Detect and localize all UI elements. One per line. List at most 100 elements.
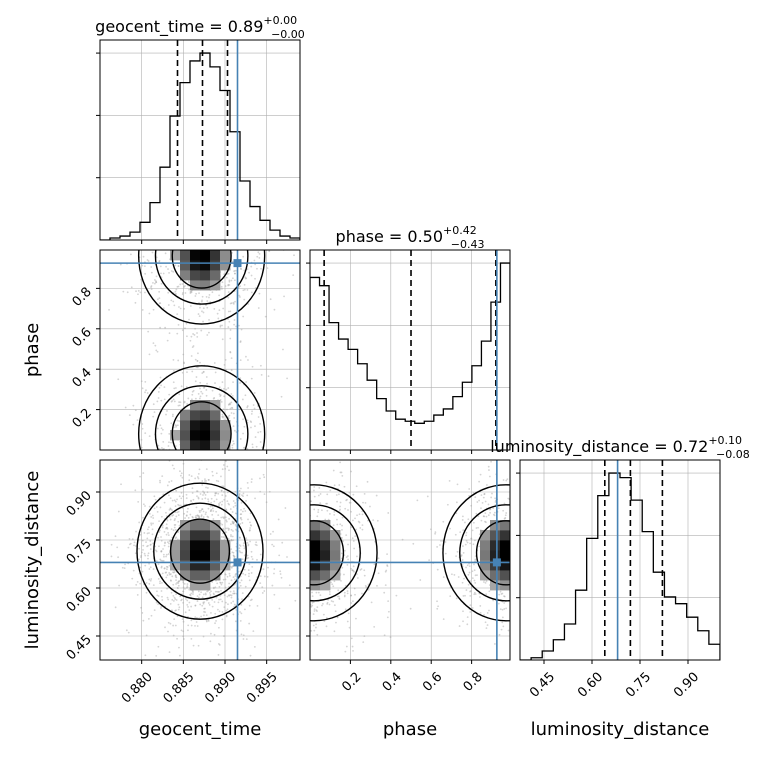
sample-point bbox=[203, 607, 206, 610]
sample-point bbox=[386, 616, 389, 619]
sample-point bbox=[540, 548, 542, 550]
sample-point bbox=[343, 573, 345, 576]
sample-point bbox=[124, 563, 126, 566]
sample-point bbox=[209, 214, 211, 216]
sample-point bbox=[174, 424, 177, 427]
sample-point bbox=[256, 255, 259, 258]
sample-point bbox=[533, 498, 535, 500]
sample-point bbox=[469, 604, 472, 607]
sample-point bbox=[494, 497, 497, 500]
sample-point bbox=[172, 634, 175, 637]
sample-point bbox=[153, 282, 156, 285]
density-cell bbox=[180, 270, 191, 281]
sample-point bbox=[277, 518, 280, 521]
sample-point bbox=[161, 595, 163, 598]
sample-point bbox=[158, 297, 161, 300]
sample-point bbox=[375, 494, 378, 497]
sample-point bbox=[456, 483, 459, 486]
sample-point bbox=[253, 193, 255, 195]
sample-point bbox=[527, 511, 529, 513]
sample-point bbox=[535, 574, 537, 576]
sample-point bbox=[176, 248, 178, 250]
sample-point bbox=[226, 575, 229, 578]
sample-point bbox=[159, 506, 162, 509]
sample-point bbox=[282, 556, 284, 558]
sample-point bbox=[303, 606, 305, 608]
sample-point bbox=[302, 552, 304, 554]
sample-point bbox=[536, 546, 538, 548]
sample-point bbox=[257, 481, 259, 483]
sample-point bbox=[288, 498, 290, 500]
sample-point bbox=[267, 569, 269, 571]
sample-point bbox=[249, 654, 252, 657]
sample-point bbox=[213, 220, 215, 222]
sample-point bbox=[155, 506, 158, 508]
sample-point bbox=[223, 193, 225, 195]
sample-point bbox=[185, 474, 187, 476]
density-cell bbox=[220, 550, 231, 561]
sample-point bbox=[239, 581, 241, 584]
sample-point bbox=[163, 222, 165, 224]
sample-point bbox=[241, 522, 244, 524]
sample-point bbox=[487, 514, 490, 517]
sample-point bbox=[536, 520, 538, 522]
sample-point bbox=[256, 233, 258, 235]
contour-line bbox=[310, 484, 378, 622]
sample-point bbox=[343, 594, 346, 597]
sample-point bbox=[175, 489, 178, 492]
sample-point bbox=[259, 441, 262, 443]
sample-point bbox=[537, 581, 539, 583]
sample-point bbox=[273, 589, 275, 591]
sample-point bbox=[530, 509, 532, 511]
sample-point bbox=[419, 579, 422, 581]
scatter-panel-phase-luminosity_distance bbox=[257, 459, 542, 661]
sample-point bbox=[328, 590, 331, 593]
sample-point bbox=[540, 552, 542, 554]
sample-point bbox=[160, 248, 162, 250]
sample-point bbox=[168, 573, 171, 576]
sample-point bbox=[462, 620, 464, 623]
sample-point bbox=[238, 495, 241, 498]
sample-point bbox=[206, 235, 208, 237]
sample-point bbox=[473, 569, 476, 572]
sample-point bbox=[146, 259, 149, 261]
sample-point bbox=[160, 536, 162, 538]
density-cell bbox=[310, 530, 321, 541]
sample-point bbox=[172, 514, 175, 516]
sample-point bbox=[511, 529, 513, 531]
sample-point bbox=[434, 531, 437, 533]
sample-point bbox=[483, 613, 485, 616]
title-phase: phase = 0.50+0.42 −0.43 bbox=[336, 224, 485, 251]
sample-point bbox=[218, 246, 220, 248]
sample-point bbox=[283, 499, 285, 501]
sample-point bbox=[286, 556, 288, 558]
sample-point bbox=[225, 614, 228, 617]
sample-point bbox=[184, 225, 186, 227]
sample-point bbox=[187, 464, 189, 466]
sample-point bbox=[515, 565, 517, 567]
sample-point bbox=[176, 511, 179, 514]
sample-point bbox=[275, 545, 277, 547]
sample-point bbox=[272, 517, 274, 519]
sample-point bbox=[243, 507, 245, 510]
sample-point bbox=[231, 394, 234, 397]
sample-point bbox=[179, 247, 181, 249]
sample-point bbox=[148, 312, 151, 315]
sample-point bbox=[220, 400, 223, 403]
sample-point bbox=[157, 563, 160, 566]
sample-point bbox=[248, 227, 250, 229]
sample-point bbox=[530, 539, 532, 541]
sample-point bbox=[333, 510, 336, 513]
sample-point bbox=[187, 206, 189, 208]
sample-point bbox=[262, 509, 264, 511]
sample-point bbox=[168, 441, 170, 444]
sample-point bbox=[514, 591, 516, 593]
sample-point bbox=[187, 605, 189, 608]
sample-point bbox=[219, 210, 221, 212]
sample-point bbox=[257, 307, 260, 309]
sample-point bbox=[169, 224, 171, 226]
sample-point bbox=[217, 643, 220, 645]
sample-point bbox=[280, 576, 283, 579]
sample-point bbox=[159, 580, 161, 583]
sample-point bbox=[224, 573, 227, 576]
